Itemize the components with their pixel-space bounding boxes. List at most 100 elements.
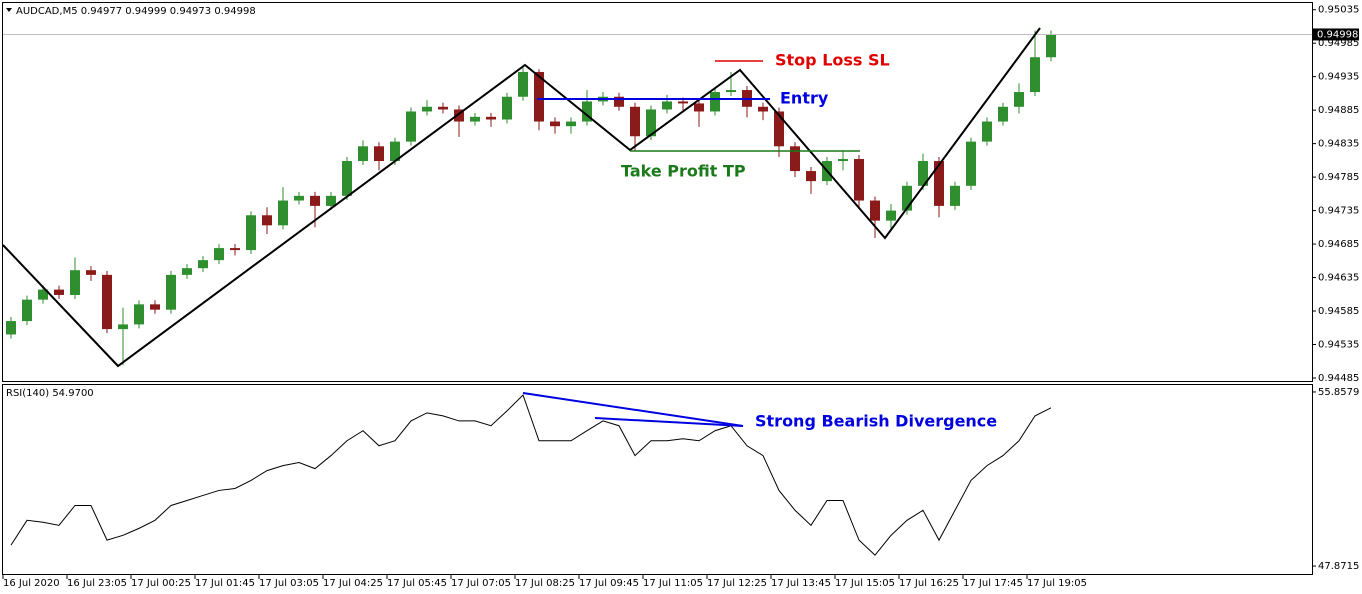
candle-body (550, 121, 560, 127)
candle-body (342, 161, 352, 196)
candle-body (390, 141, 400, 162)
candle-body (870, 200, 880, 221)
candle-body (774, 111, 784, 147)
candle-body (246, 215, 256, 251)
candle-body (102, 274, 112, 330)
candle-body (486, 116, 496, 120)
candle-body (374, 146, 384, 162)
x-tick-label: 17 Jul 01:45 (195, 578, 255, 589)
entry-label: Entry (780, 89, 829, 108)
y-tick-label: 55.8579 (1318, 387, 1359, 398)
candle-body (662, 101, 672, 110)
marks: 0.95035 0.94985 0.94935 0.94885 0.94835 0.947… (2, 5, 1359, 589)
x-tick-label: 17 Jul 09:45 (579, 578, 639, 589)
candle-body (998, 106, 1008, 122)
x-tick-label: 17 Jul 15:05 (835, 578, 895, 589)
y-tick-label: 0.94635 (1318, 273, 1359, 284)
candle-body (694, 103, 704, 112)
x-tick-label: 17 Jul 13:45 (771, 578, 831, 589)
candle-body (646, 109, 656, 137)
y-tick-label: 0.94685 (1318, 239, 1359, 250)
candle-body (214, 248, 224, 261)
x-tick-label: 17 Jul 17:45 (963, 578, 1023, 589)
candle-body (406, 111, 416, 142)
candle-body (6, 321, 16, 335)
candle-body (326, 195, 336, 206)
candle-body (54, 289, 64, 295)
candle-body (22, 299, 32, 322)
candle-body (854, 159, 864, 201)
y-tick-label: 0.94885 (1318, 105, 1359, 116)
divergence-line (594, 417, 744, 427)
x-tick-label: 16 Jul 23:05 (67, 578, 127, 589)
candle-body (198, 260, 208, 269)
candle-body (182, 268, 192, 275)
rsi-line (10, 394, 1052, 556)
divergence-line (522, 392, 744, 427)
candle-body (582, 101, 592, 122)
pane-menu-icon (6, 8, 12, 12)
candle-body (982, 121, 992, 142)
candle-body (1014, 92, 1024, 107)
candle-body (150, 304, 160, 310)
candle-body (422, 106, 432, 112)
last-price-box (1313, 28, 1359, 41)
candle-body (454, 109, 464, 122)
x-tick-label: 17 Jul 08:25 (515, 578, 575, 589)
candle-body (502, 96, 512, 120)
candle-body (134, 304, 144, 325)
rsi-header: RSI(140) 54.9700 (6, 388, 94, 399)
candle-body (838, 159, 848, 162)
last-price-label: 0.94998 (1317, 29, 1358, 40)
candle-body (278, 200, 288, 226)
y-tick-label: 0.94585 (1318, 306, 1359, 317)
candle-body (310, 195, 320, 206)
candle-body (86, 270, 96, 275)
x-tick-label: 17 Jul 07:05 (451, 578, 511, 589)
candle-body (1046, 34, 1056, 58)
candle-body (806, 171, 816, 182)
y-tick-label: 0.94785 (1318, 172, 1359, 183)
price-header: AUDCAD,M5 0.94977 0.94999 0.94973 0.9499… (16, 6, 256, 17)
candle-body (934, 161, 944, 206)
x-tick-label: 17 Jul 19:05 (1027, 578, 1087, 589)
x-tick-label: 17 Jul 11:05 (643, 578, 703, 589)
candle-body (70, 270, 80, 295)
x-tick-label: 17 Jul 03:05 (259, 578, 319, 589)
y-tick-label: 0.95035 (1318, 5, 1359, 16)
candle-body (294, 195, 304, 201)
candle-body (758, 106, 768, 112)
zigzag-line (2, 27, 1041, 368)
candle-body (166, 274, 176, 310)
y-tick-label: 47.8715 (1318, 561, 1359, 572)
candle-body (470, 116, 480, 122)
candle-body (118, 324, 128, 330)
divergence-label: Strong Bearish Divergence (755, 412, 997, 431)
candle-body (950, 185, 960, 206)
x-tick-label: 17 Jul 05:45 (387, 578, 447, 589)
candle-body (966, 141, 976, 186)
rsi-pane-frame (2, 384, 1313, 575)
candle-body (678, 101, 688, 104)
candle-body (710, 92, 720, 112)
x-tick-label: 16 Jul 2020 (3, 578, 60, 589)
candle-body (518, 71, 528, 97)
candle-body (886, 210, 896, 221)
candle-body (902, 185, 912, 211)
candle-body (262, 215, 272, 226)
candle-body (1030, 57, 1040, 93)
candle-body (918, 161, 928, 186)
y-tick-label: 0.94485 (1318, 373, 1359, 384)
take-profit-label: Take Profit TP (621, 162, 746, 181)
stop-loss-label: Stop Loss SL (775, 51, 890, 70)
candle-body (614, 96, 624, 107)
candle-body (38, 289, 48, 300)
candle-body (438, 106, 448, 110)
y-tick-label: 0.94935 (1318, 72, 1359, 83)
x-tick-label: 17 Jul 16:25 (899, 578, 959, 589)
price-pane-frame (2, 2, 1313, 382)
x-tick-label: 17 Jul 04:25 (323, 578, 383, 589)
x-tick-label: 17 Jul 00:25 (131, 578, 191, 589)
